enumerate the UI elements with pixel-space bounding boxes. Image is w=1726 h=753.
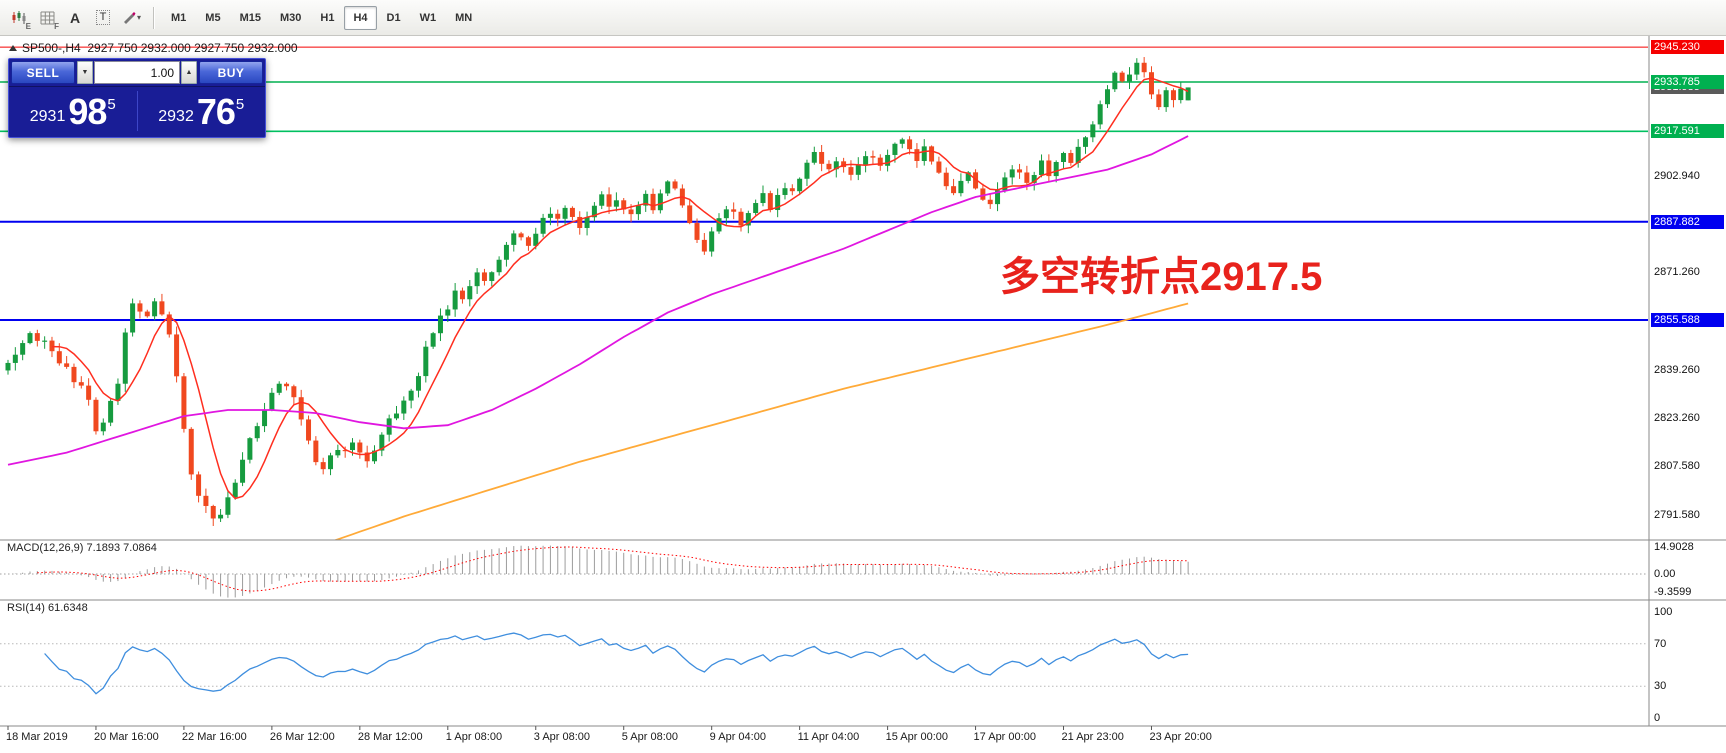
timeframe-button-m1[interactable]: M1 bbox=[162, 6, 195, 30]
buy-button[interactable]: BUY bbox=[199, 61, 263, 84]
rsi-axis-label: 30 bbox=[1654, 680, 1667, 693]
price-tick-label: 2807.580 bbox=[1654, 460, 1700, 473]
frame-layer bbox=[0, 36, 1726, 730]
rsi-axis-label: 0 bbox=[1654, 712, 1661, 724]
rsi-axis-label: 70 bbox=[1654, 637, 1667, 650]
price-line-label: 2855.588 bbox=[1651, 312, 1724, 327]
ask-quote[interactable]: 2932 76 5 bbox=[138, 87, 266, 135]
time-axis-label: 15 Apr 00:00 bbox=[885, 731, 948, 743]
chart-window: SP500-,H4 2927.750 2932.000 2927.750 293… bbox=[0, 36, 1726, 753]
timeframe-button-m15[interactable]: M15 bbox=[231, 6, 270, 30]
time-axis-label: 28 Mar 12:00 bbox=[357, 731, 423, 743]
macd-axis-label: 0.00 bbox=[1654, 568, 1676, 580]
price-tick-label: 2839.260 bbox=[1654, 363, 1700, 376]
hlines-layer bbox=[0, 46, 1648, 321]
trade-controls-row: SELL ▼ 1.00 ▲ BUY bbox=[9, 59, 265, 87]
quote-divider bbox=[136, 91, 138, 131]
font-tool-icon[interactable]: A bbox=[62, 5, 88, 31]
bid-integer: 2931 bbox=[29, 108, 66, 125]
grid-glyph bbox=[40, 11, 54, 24]
ask-integer: 2932 bbox=[158, 108, 194, 125]
timeframe-button-d1[interactable]: D1 bbox=[378, 6, 410, 30]
top-toolbar: E F A T ▾ M1 M5 M15 M30 H1 H4 D1 W1 MN bbox=[0, 0, 1726, 36]
candlestick-chart-icon[interactable]: E bbox=[6, 5, 32, 31]
chart-annotation-text: 多空转折点2917.5 bbox=[1000, 255, 1323, 299]
time-axis-label: 3 Apr 08:00 bbox=[533, 731, 591, 743]
quote-row: 2931 98 5 2932 76 5 bbox=[9, 87, 265, 135]
timeframe-button-mn[interactable]: MN bbox=[446, 6, 481, 30]
timeframe-button-w1[interactable]: W1 bbox=[411, 6, 446, 30]
rsi-axis-label: 100 bbox=[1654, 606, 1673, 618]
time-axis-label: 22 Mar 16:00 bbox=[181, 731, 247, 743]
text-label-tool-icon[interactable]: T bbox=[90, 5, 116, 31]
one-click-toggle-icon[interactable] bbox=[9, 45, 17, 51]
time-axis-label: 1 Apr 08:00 bbox=[445, 731, 503, 743]
ohlc-header: SP500-,H4 2927.750 2932.000 2927.750 293… bbox=[22, 41, 298, 55]
price-line-label: 2887.882 bbox=[1651, 214, 1724, 229]
bid-quote[interactable]: 2931 98 5 bbox=[9, 87, 137, 135]
time-axis-label: 26 Mar 12:00 bbox=[269, 731, 335, 743]
volume-control: ▼ 1.00 ▲ bbox=[77, 61, 197, 84]
one-click-trading-panel: SELL ▼ 1.00 ▲ BUY 2931 98 5 2932 76 5 bbox=[8, 58, 266, 138]
price-chart-svg bbox=[0, 36, 1726, 730]
bid-pips: 98 bbox=[68, 91, 107, 132]
time-axis-label: 9 Apr 04:00 bbox=[709, 731, 766, 743]
indicator-panels-layer bbox=[0, 545, 1648, 695]
time-axis-label: 21 Apr 23:00 bbox=[1061, 731, 1124, 743]
time-axis-label: 20 Mar 16:00 bbox=[93, 731, 159, 743]
time-axis-label: 17 Apr 00:00 bbox=[973, 731, 1036, 743]
candles-layer bbox=[5, 57, 1191, 526]
price-tick-label: 2791.580 bbox=[1654, 508, 1700, 521]
price-tick-label: 2902.940 bbox=[1654, 169, 1700, 182]
shortcut-letter: F bbox=[54, 21, 59, 31]
chevron-down-icon: ▾ bbox=[137, 13, 142, 22]
rsi-label: RSI(14) 61.6348 bbox=[7, 602, 88, 614]
toolbar-separator bbox=[153, 6, 155, 29]
sell-button[interactable]: SELL bbox=[11, 61, 75, 84]
volume-input[interactable]: 1.00 bbox=[94, 61, 180, 84]
macd-axis-label: 14.9028 bbox=[1654, 541, 1694, 553]
price-tick-label: 2871.260 bbox=[1654, 266, 1700, 279]
time-axis-label: 23 Apr 20:00 bbox=[1149, 731, 1212, 743]
time-axis-label: 18 Mar 2019 bbox=[6, 731, 68, 743]
price-line-label: 2917.591 bbox=[1651, 124, 1724, 139]
bid-fraction: 5 bbox=[107, 95, 116, 113]
shortcut-letter: E bbox=[25, 21, 31, 31]
candles-glyph bbox=[12, 11, 26, 24]
ma-lines-layer bbox=[7, 77, 1189, 540]
timeframe-button-h4[interactable]: H4 bbox=[344, 5, 377, 30]
price-line-label: 2945.230 bbox=[1651, 40, 1724, 55]
ask-pips: 76 bbox=[196, 91, 236, 132]
draw-tools-dropdown[interactable]: ▾ bbox=[118, 5, 145, 31]
price-tick-label: 2823.260 bbox=[1654, 412, 1700, 425]
timeframe-button-m5[interactable]: M5 bbox=[196, 6, 229, 30]
grid-icon[interactable]: F bbox=[34, 5, 60, 31]
macd-label: MACD(12,26,9) 7.1893 7.0864 bbox=[7, 542, 157, 554]
pencil-glyph bbox=[124, 12, 136, 24]
volume-increase-button[interactable]: ▲ bbox=[181, 61, 197, 84]
timeframe-group: M1 M5 M15 M30 H1 H4 D1 W1 MN bbox=[162, 5, 481, 30]
volume-decrease-button[interactable]: ▼ bbox=[77, 61, 93, 84]
price-line-label: 2933.785 bbox=[1651, 75, 1724, 89]
time-axis-label: 11 Apr 04:00 bbox=[797, 731, 860, 743]
ask-fraction: 5 bbox=[235, 95, 245, 113]
timeframe-button-h1[interactable]: H1 bbox=[311, 6, 343, 30]
time-axis-label: 5 Apr 08:00 bbox=[621, 731, 678, 743]
timeframe-button-m30[interactable]: M30 bbox=[271, 6, 310, 30]
macd-axis-label: -9.3599 bbox=[1654, 585, 1692, 598]
